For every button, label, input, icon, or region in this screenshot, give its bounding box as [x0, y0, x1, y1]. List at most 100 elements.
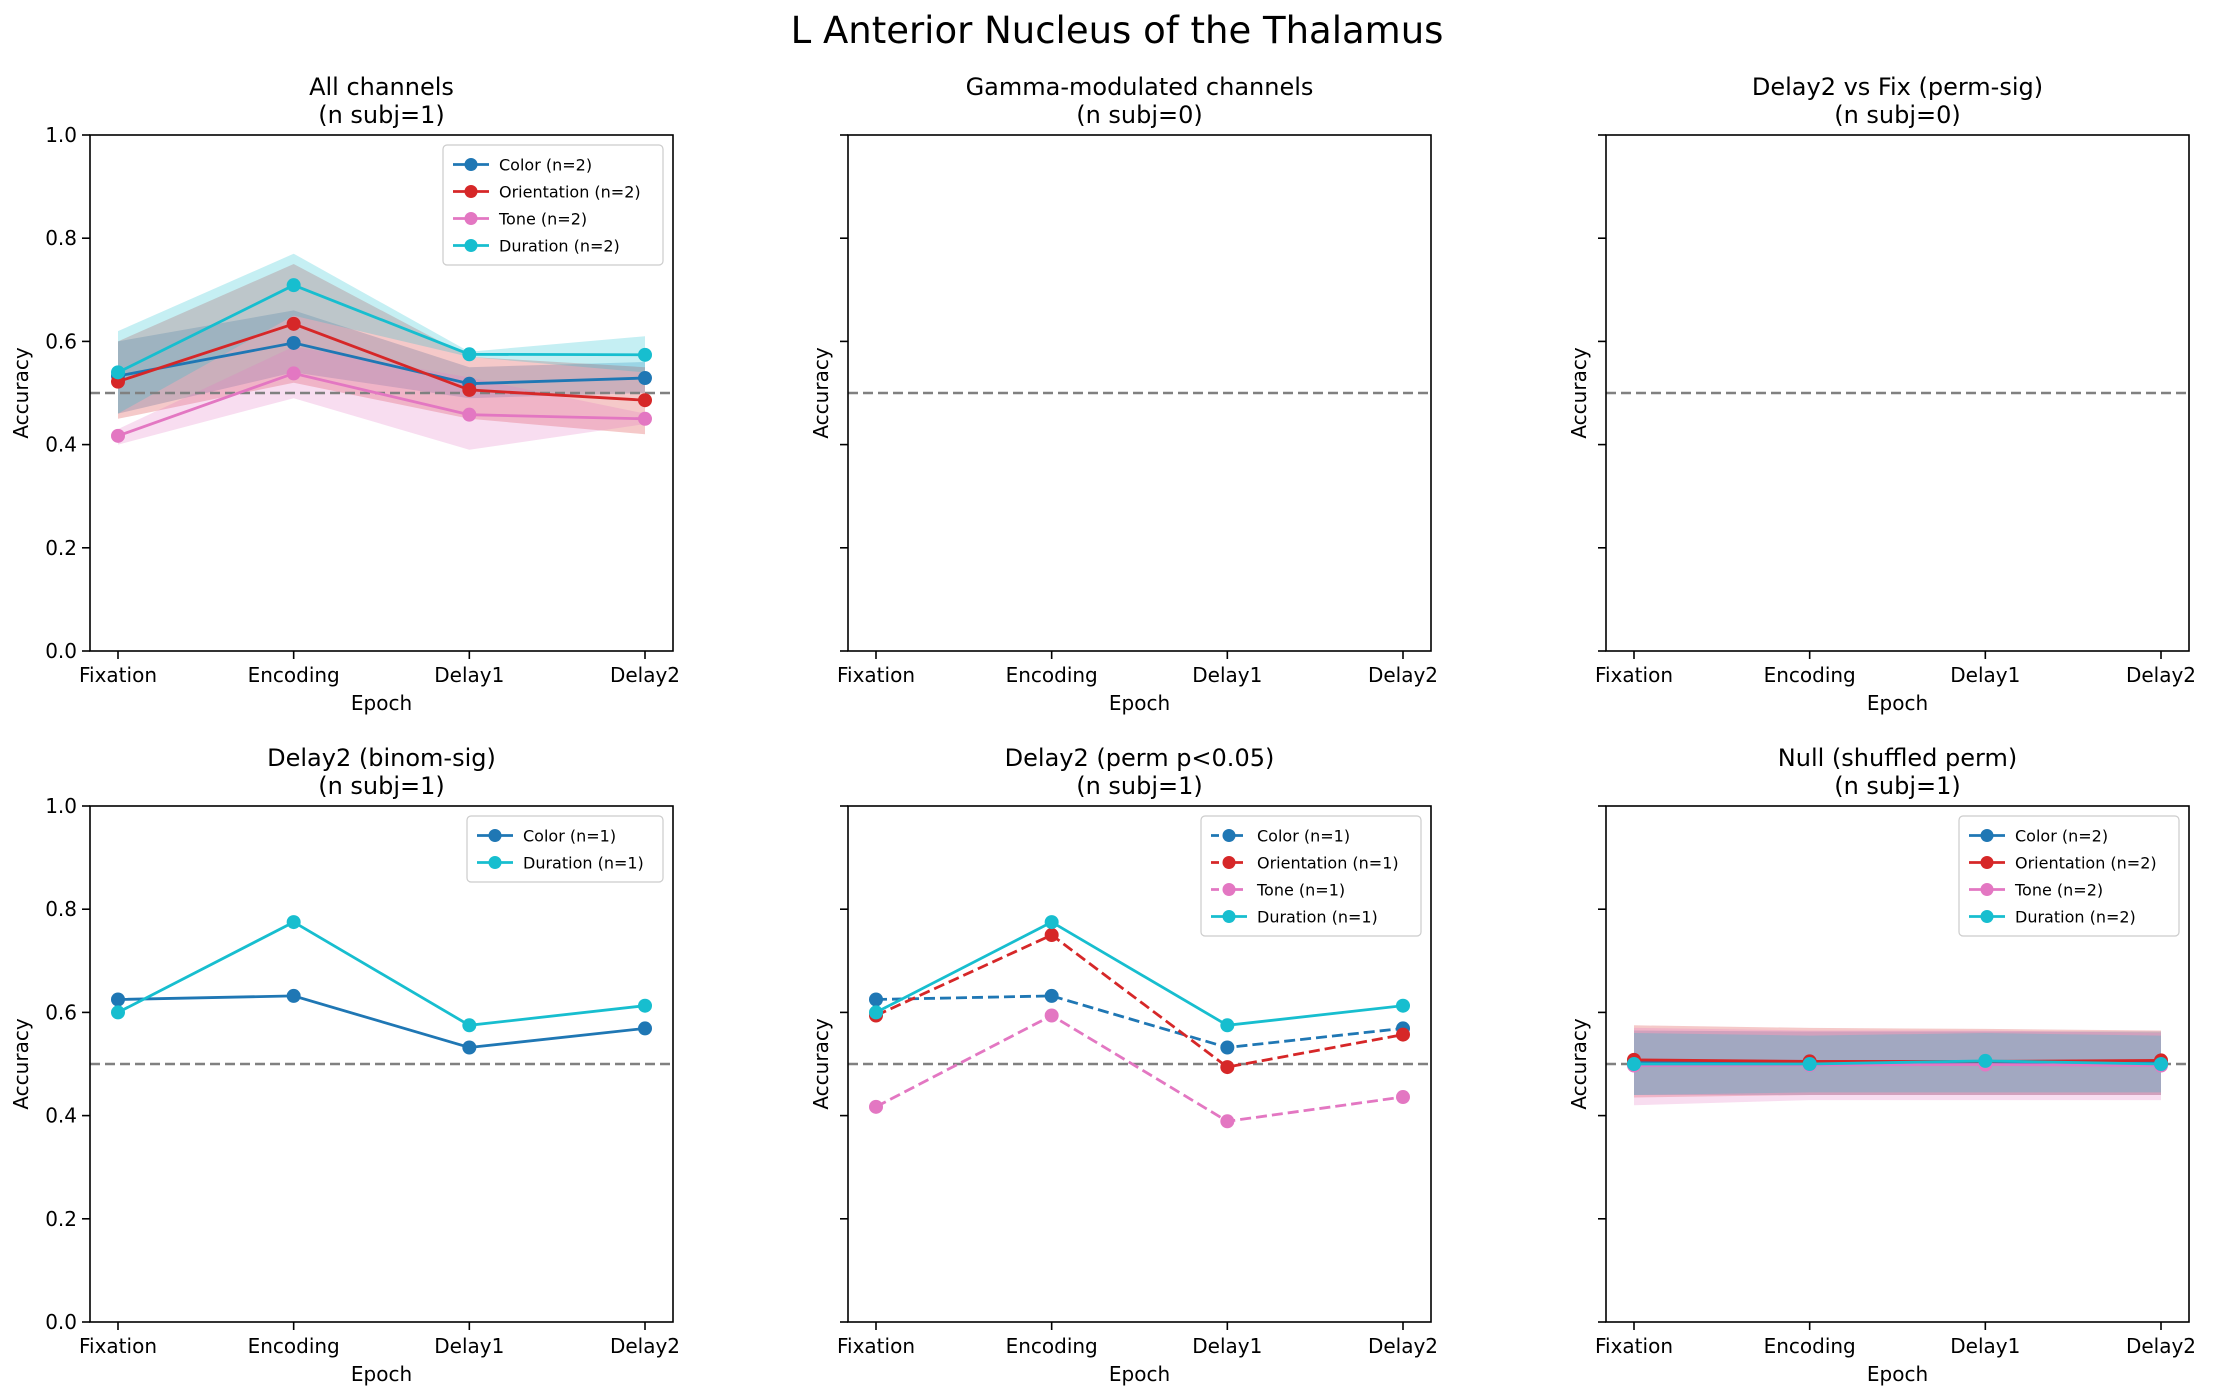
point-orientation-delay1: [1220, 1060, 1235, 1075]
panel-6: Null (shuffled perm)(n subj=1) Fixation En…: [1567, 744, 2196, 1386]
panel-3: Delay2 vs Fix (perm-sig)(n subj=0) Fixati…: [1567, 73, 2196, 715]
point-duration-delay1: [1978, 1053, 1993, 1068]
point-orientation-encoding: [286, 316, 301, 331]
series-line-orientation: [117, 322, 646, 402]
panel-subtitle: (n subj=1): [318, 101, 445, 129]
legend-marker-tone: [464, 212, 478, 225]
point-orientation-delay1: [462, 382, 477, 397]
point-duration-delay2: [638, 347, 652, 362]
legend: Color (n=1) Duration (n=1): [466, 815, 664, 883]
point-duration-fixation: [111, 1005, 125, 1020]
point-tone-fixation: [869, 1099, 883, 1114]
series-line-tone: [875, 1013, 1404, 1123]
x-tick-label: Encoding: [1006, 1334, 1098, 1358]
series-line-duration: [1634, 1059, 2162, 1066]
axes-frame: [89, 805, 674, 1323]
point-color-encoding: [286, 335, 301, 350]
band-tone: [1634, 1027, 2161, 1106]
legend-marker-tone: [1980, 883, 1994, 896]
x-tick-label: Delay1: [434, 1334, 504, 1358]
legend-box: [466, 815, 664, 883]
axes-frame: [89, 134, 674, 652]
legend-label-color: Color (n=2): [2015, 827, 2108, 846]
x-tick-label: Delay2: [610, 663, 680, 687]
legend-marker-tone: [1222, 883, 1236, 896]
x-tick-label: Delay1: [434, 663, 504, 687]
y-tick-label: 0.6: [45, 1000, 77, 1024]
legend-marker-duration: [1222, 910, 1236, 923]
panel-5: Delay2 (perm p<0.05)(n subj=1) Fixation En…: [809, 744, 1438, 1386]
band-tone: [118, 346, 645, 450]
legend-label-tone: Tone (n=2): [2014, 881, 2103, 900]
point-duration-fixation: [111, 365, 125, 380]
x-axis-label: Epoch: [1109, 691, 1170, 715]
legend-label-duration: Duration (n=2): [2015, 908, 2136, 927]
legend-box: [1958, 815, 2180, 937]
figure-title: L Anterior Nucleus of the Thalamus: [791, 9, 1444, 52]
legend-marker-duration: [464, 239, 478, 252]
x-tick-label: Delay1: [1950, 663, 2020, 687]
point-color-encoding: [286, 988, 301, 1003]
legend-label-tone: Tone (n=1): [1256, 881, 1345, 900]
point-tone-delay2: [1396, 1090, 1410, 1105]
panel-title: Delay2 (binom-sig): [267, 744, 496, 772]
point-duration-delay2: [2154, 1057, 2168, 1071]
x-axis-label: Epoch: [1867, 1362, 1928, 1386]
point-color-delay2: [638, 1021, 652, 1036]
legend-marker-orientation: [1980, 856, 1994, 869]
panel-2: Gamma-modulated channels(n subj=0) Fixati…: [809, 73, 1438, 715]
x-tick-label: Fixation: [1595, 663, 1673, 687]
point-color-delay1: [462, 1040, 477, 1055]
point-orientation-delay2: [1396, 1027, 1410, 1042]
y-tick-label: 0.4: [45, 1104, 77, 1128]
axes-frame: [1605, 805, 2190, 1323]
x-tick-label: Delay2: [610, 1334, 680, 1358]
legend: Color (n=2) Orientation (n=2) Tone (n=2) Du…: [442, 144, 664, 266]
y-axis-label: Accuracy: [809, 347, 833, 438]
y-tick-label: 0.6: [45, 329, 77, 353]
panel-4: Delay2 (binom-sig)(n subj=1) 0.0 0.2 0.4 0.6…: [9, 744, 680, 1386]
x-tick-label: Delay2: [2126, 1334, 2196, 1358]
y-tick-label: 0.2: [45, 536, 77, 560]
band-duration: [118, 253, 645, 414]
point-duration-encoding: [1044, 915, 1059, 930]
x-tick-label: Encoding: [1764, 1334, 1856, 1358]
point-duration-delay2: [1396, 998, 1410, 1013]
point-color-encoding: [1044, 988, 1059, 1003]
axes-frame: [847, 805, 1432, 1323]
legend: Color (n=1) Orientation (n=1) Tone (n=1) Du…: [1200, 815, 1422, 937]
x-axis-label: Epoch: [351, 1362, 412, 1386]
legend-box: [442, 144, 664, 266]
panel-subtitle: (n subj=1): [1076, 772, 1203, 800]
x-tick-label: Fixation: [837, 1334, 915, 1358]
point-duration-encoding: [286, 915, 301, 930]
axes-frame: [1605, 134, 2190, 652]
legend-marker-color: [1980, 829, 1994, 842]
y-tick-label: 0.8: [45, 897, 77, 921]
series-line-tone: [117, 371, 646, 438]
x-tick-label: Encoding: [1006, 663, 1098, 687]
series-line-color: [117, 994, 646, 1049]
legend-label-orientation: Orientation (n=2): [499, 183, 641, 202]
point-tone-encoding: [286, 366, 301, 381]
y-axis-label: Accuracy: [9, 1018, 33, 1109]
point-duration-delay1: [462, 1018, 477, 1033]
x-tick-label: Encoding: [248, 663, 340, 687]
series-line-duration: [875, 920, 1404, 1027]
legend-marker-color: [464, 158, 478, 171]
series-line-color: [117, 341, 646, 386]
point-orientation-encoding: [1044, 928, 1059, 942]
y-tick-label: 0.4: [45, 433, 77, 457]
series-line-duration: [117, 283, 646, 374]
y-axis-label: Accuracy: [9, 347, 33, 438]
x-tick-label: Fixation: [1595, 1334, 1673, 1358]
point-duration-delay1: [1220, 1018, 1235, 1033]
legend-marker-orientation: [1222, 856, 1236, 869]
panel-title: Delay2 vs Fix (perm-sig): [1752, 73, 2043, 101]
panels: All channels(n subj=1)0.00.20.40.60.81.0…: [9, 73, 2196, 1386]
y-tick-label: 0.2: [45, 1207, 77, 1231]
x-tick-label: Delay1: [1192, 663, 1262, 687]
x-tick-label: Delay1: [1192, 1334, 1262, 1358]
point-color-fixation: [869, 992, 883, 1007]
